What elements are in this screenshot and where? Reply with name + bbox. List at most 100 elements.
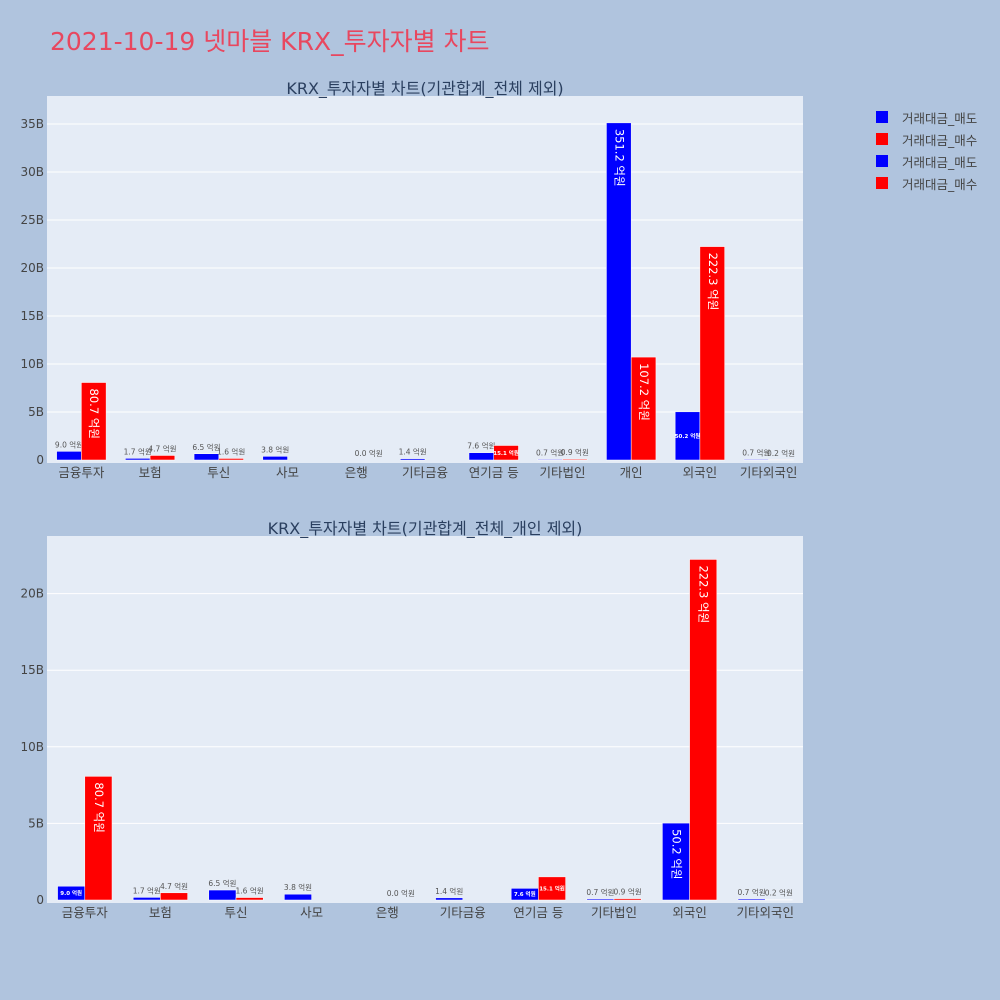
bar-buy	[160, 892, 188, 901]
bar-sell	[132, 897, 161, 901]
bar-sell	[56, 451, 82, 461]
bar-data-label: 80.7 억원	[92, 782, 106, 832]
legend-item[interactable]: 거래대금_매수	[876, 172, 977, 194]
x-tick-label: 사모	[300, 905, 323, 920]
y-tick-label: 15B	[20, 309, 44, 323]
y-tick-label: 5B	[28, 405, 44, 419]
bar-sell	[662, 822, 690, 901]
bar-data-label: 0.9 억원	[561, 448, 589, 457]
x-tick-label: 연기금 등	[469, 465, 519, 480]
y-tick-label: 10B	[20, 357, 44, 371]
plot-area	[47, 96, 803, 463]
legend-swatch-buy	[876, 133, 888, 145]
bar-buy	[218, 458, 244, 461]
legend-item[interactable]: 거래대금_매도	[876, 106, 977, 128]
bar-data-label: 15.1 억원	[539, 884, 565, 892]
x-tick-label: 연기금 등	[513, 905, 563, 920]
bar-sell	[743, 459, 769, 461]
legend-label: 거래대금_매도	[902, 154, 978, 170]
x-tick-label: 보험	[149, 905, 172, 920]
bar-buy	[689, 559, 718, 901]
y-tick-label: 25B	[20, 213, 44, 227]
bar-buy	[149, 455, 176, 461]
bar-data-label: 7.6 억원	[467, 442, 495, 451]
bar-buy	[538, 876, 566, 901]
bar-sell	[193, 453, 220, 461]
y-tick-label: 10B	[20, 740, 44, 754]
bar-sell	[586, 898, 615, 901]
legend-swatch-sell	[876, 155, 888, 167]
bar-buy	[613, 898, 642, 901]
bar-data-label: 1.6 억원	[217, 447, 245, 456]
bar-data-label: 107.2 억원	[637, 363, 651, 421]
y-tick-label: 0	[36, 453, 44, 467]
bar-data-label: 50.2 억원	[675, 432, 701, 440]
x-tick-label: 은행	[345, 465, 368, 480]
bar-data-label: 80.7 억원	[87, 389, 101, 439]
bar-data-label: 0.2 억원	[767, 449, 795, 458]
y-tick-label: 0	[36, 893, 44, 907]
bar-buy	[562, 458, 588, 461]
bar-sell	[537, 459, 563, 461]
y-tick-label: 30B	[20, 165, 44, 179]
bar-buy	[81, 382, 107, 461]
x-tick-label: 기타법인	[591, 905, 637, 920]
y-tick-label: 5B	[28, 816, 44, 830]
bar-data-label: 0.7 억원	[738, 888, 766, 897]
bar-data-label: 9.0 억원	[55, 440, 83, 449]
x-tick-label: 투신	[224, 905, 247, 920]
bar-data-label: 0.7 억원	[586, 888, 614, 897]
legend-swatch-buy	[876, 177, 888, 189]
bar-buy	[630, 356, 657, 461]
legend-item[interactable]: 거래대금_매수	[876, 128, 977, 150]
legend-label: 거래대금_매수	[902, 176, 978, 192]
x-tick-label: 금융투자	[58, 465, 105, 480]
x-tick-label: 외국인	[683, 465, 718, 480]
chart-panel-2: 0 5B 10B 15B 20B KRX_투자자별 차트(기관합계_전체_개인 제외) 금융…	[20, 519, 803, 920]
bar-data-label: 4.7 억원	[160, 882, 188, 891]
bar-data-label: 6.5 억원	[192, 443, 220, 452]
bar-sell	[125, 458, 151, 461]
y-tick-label: 20B	[20, 587, 44, 601]
x-tick-label: 기타금융	[440, 905, 486, 920]
bar-data-label: 9.0 억원	[60, 889, 82, 897]
bar-buy	[699, 246, 725, 461]
legend-swatch-sell	[876, 111, 888, 123]
page-title: 2021-10-19 넷마블 KRX_투자자별 차트	[50, 27, 490, 56]
x-tick-label: 보험	[139, 465, 162, 480]
bar-data-label: 3.8 억원	[284, 883, 312, 892]
x-tick-label: 투신	[207, 465, 230, 480]
bar-buy	[84, 776, 113, 901]
bar-data-label: 0.0 억원	[387, 889, 415, 898]
chart-title: KRX_투자자별 차트(기관합계_전체_개인 제외)	[268, 519, 583, 539]
legend[interactable]: 거래대금_매도 거래대금_매수 거래대금_매도 거래대금_매수	[876, 106, 977, 194]
bar-sell	[435, 897, 464, 901]
bar-data-label: 1.7 억원	[124, 447, 152, 456]
bar-data-label: 222.3 억원	[697, 565, 711, 623]
bar-sell	[284, 893, 312, 901]
x-tick-label: 개인	[620, 465, 643, 480]
bar-data-label: 1.7 억원	[133, 886, 161, 895]
bar-sell	[400, 458, 426, 461]
bar-sell	[468, 452, 494, 461]
bar-data-label: 0.9 억원	[614, 888, 642, 897]
y-tick-label: 35B	[20, 117, 44, 131]
bar-buy	[235, 897, 264, 901]
x-tick-label: 기타법인	[539, 465, 585, 480]
bar-sell	[262, 456, 288, 461]
bar-sell	[737, 898, 766, 901]
bar-data-label: 4.7 억원	[148, 444, 176, 453]
bar-data-label: 3.8 억원	[261, 445, 289, 454]
x-tick-label: 기타외국인	[740, 465, 798, 480]
bar-data-label: 1.6 억원	[236, 887, 264, 896]
x-tick-label: 외국인	[672, 905, 707, 920]
legend-label: 거래대금_매도	[902, 110, 978, 126]
bar-buy	[493, 445, 519, 461]
legend-item[interactable]: 거래대금_매도	[876, 150, 977, 172]
chart-title: KRX_투자자별 차트(기관합계_전체 제외)	[286, 79, 563, 99]
bar-data-label: 1.4 억원	[399, 448, 427, 457]
bar-data-label: 0.7 억원	[742, 448, 770, 457]
chart-panel-1: 0 5B 10B 15B 20B 25B 30B 35B KRX_투자자별 차트(기관합계_전체…	[20, 79, 803, 480]
bar-sell	[208, 889, 237, 901]
